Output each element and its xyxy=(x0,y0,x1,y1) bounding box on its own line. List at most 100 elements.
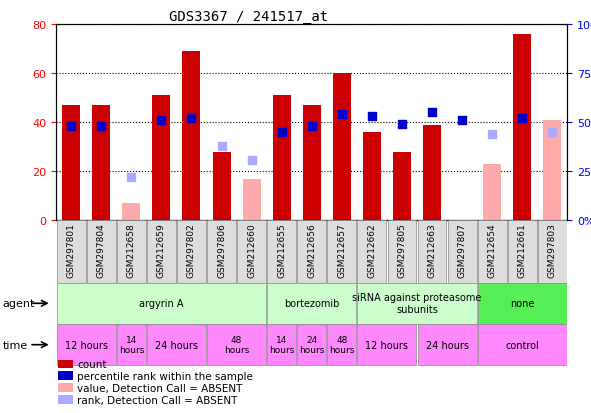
Bar xyxy=(508,221,537,283)
Text: GSM212660: GSM212660 xyxy=(247,223,256,278)
Bar xyxy=(447,221,476,283)
Bar xyxy=(57,221,86,283)
Bar xyxy=(327,221,356,283)
Bar xyxy=(358,221,387,283)
Text: GSM212663: GSM212663 xyxy=(427,223,437,278)
Bar xyxy=(183,52,200,221)
Bar xyxy=(483,164,501,221)
Point xyxy=(157,118,166,124)
Text: 14
hours: 14 hours xyxy=(119,335,144,354)
Text: GSM212659: GSM212659 xyxy=(157,223,166,278)
Text: GSM212662: GSM212662 xyxy=(368,223,376,278)
Bar xyxy=(267,324,296,366)
Bar xyxy=(393,152,411,221)
Bar xyxy=(117,221,146,283)
Bar xyxy=(177,221,206,283)
Point xyxy=(126,174,136,181)
Bar xyxy=(478,221,506,283)
Point xyxy=(337,112,346,118)
Bar xyxy=(58,395,73,404)
Text: siRNA against proteasome
subunits: siRNA against proteasome subunits xyxy=(352,293,482,314)
Text: GSM212656: GSM212656 xyxy=(307,223,316,278)
Text: GSM212657: GSM212657 xyxy=(337,223,346,278)
Point xyxy=(518,116,527,122)
Text: GSM297806: GSM297806 xyxy=(217,223,226,278)
Text: time: time xyxy=(3,340,28,350)
Bar xyxy=(147,324,206,366)
Bar xyxy=(297,324,326,366)
Bar xyxy=(152,96,170,221)
Text: 12 hours: 12 hours xyxy=(365,340,408,350)
Point xyxy=(457,118,467,124)
Text: 24 hours: 24 hours xyxy=(155,340,198,350)
Text: 12 hours: 12 hours xyxy=(65,340,108,350)
Point xyxy=(187,116,196,122)
Text: argyrin A: argyrin A xyxy=(139,299,184,309)
Text: GSM212654: GSM212654 xyxy=(488,223,496,278)
Bar xyxy=(207,324,266,366)
Point xyxy=(548,129,557,136)
Text: GSM297804: GSM297804 xyxy=(97,223,106,278)
Point xyxy=(66,123,76,130)
Bar xyxy=(62,106,80,221)
Bar xyxy=(213,152,230,221)
Bar xyxy=(538,221,567,283)
Text: 24
hours: 24 hours xyxy=(299,335,324,354)
Text: rank, Detection Call = ABSENT: rank, Detection Call = ABSENT xyxy=(77,394,238,405)
Text: value, Detection Call = ABSENT: value, Detection Call = ABSENT xyxy=(77,383,242,393)
Bar xyxy=(58,360,73,368)
Bar xyxy=(478,283,567,324)
Text: GSM212658: GSM212658 xyxy=(127,223,136,278)
Text: GSM297807: GSM297807 xyxy=(457,223,467,278)
Point xyxy=(367,114,376,120)
Bar xyxy=(418,221,446,283)
Bar xyxy=(303,106,321,221)
Bar xyxy=(388,221,417,283)
Bar xyxy=(363,133,381,221)
Bar xyxy=(57,324,116,366)
Bar xyxy=(418,324,476,366)
Bar xyxy=(122,204,140,221)
Text: GDS3367 / 241517_at: GDS3367 / 241517_at xyxy=(168,10,328,24)
Text: bortezomib: bortezomib xyxy=(284,299,339,309)
Text: control: control xyxy=(505,340,539,350)
Bar xyxy=(272,96,291,221)
Bar xyxy=(57,283,266,324)
Bar xyxy=(147,221,176,283)
Bar xyxy=(358,324,417,366)
Point xyxy=(307,123,317,130)
Bar xyxy=(87,221,116,283)
Text: GSM297805: GSM297805 xyxy=(398,223,407,278)
Bar xyxy=(242,179,261,221)
Point xyxy=(488,131,497,138)
Bar xyxy=(297,221,326,283)
Point xyxy=(247,157,256,164)
Text: 48
hours: 48 hours xyxy=(329,335,355,354)
Point xyxy=(217,143,226,150)
Bar xyxy=(513,35,531,221)
Bar xyxy=(358,283,476,324)
Point xyxy=(96,123,106,130)
Text: 24 hours: 24 hours xyxy=(426,340,469,350)
Text: 48
hours: 48 hours xyxy=(224,335,249,354)
Bar xyxy=(543,121,561,221)
Bar xyxy=(207,221,236,283)
Bar xyxy=(237,221,266,283)
Point xyxy=(427,110,437,116)
Text: none: none xyxy=(510,299,534,309)
Text: count: count xyxy=(77,359,107,369)
Point xyxy=(277,129,287,136)
Text: agent: agent xyxy=(3,299,35,309)
Text: percentile rank within the sample: percentile rank within the sample xyxy=(77,371,253,381)
Bar xyxy=(58,383,73,392)
Bar xyxy=(478,324,567,366)
Text: GSM212655: GSM212655 xyxy=(277,223,286,278)
Bar xyxy=(267,283,356,324)
Text: 14
hours: 14 hours xyxy=(269,335,294,354)
Bar xyxy=(267,221,296,283)
Bar xyxy=(117,324,146,366)
Point xyxy=(397,121,407,128)
Text: GSM297801: GSM297801 xyxy=(67,223,76,278)
Text: GSM297803: GSM297803 xyxy=(548,223,557,278)
Bar xyxy=(327,324,356,366)
